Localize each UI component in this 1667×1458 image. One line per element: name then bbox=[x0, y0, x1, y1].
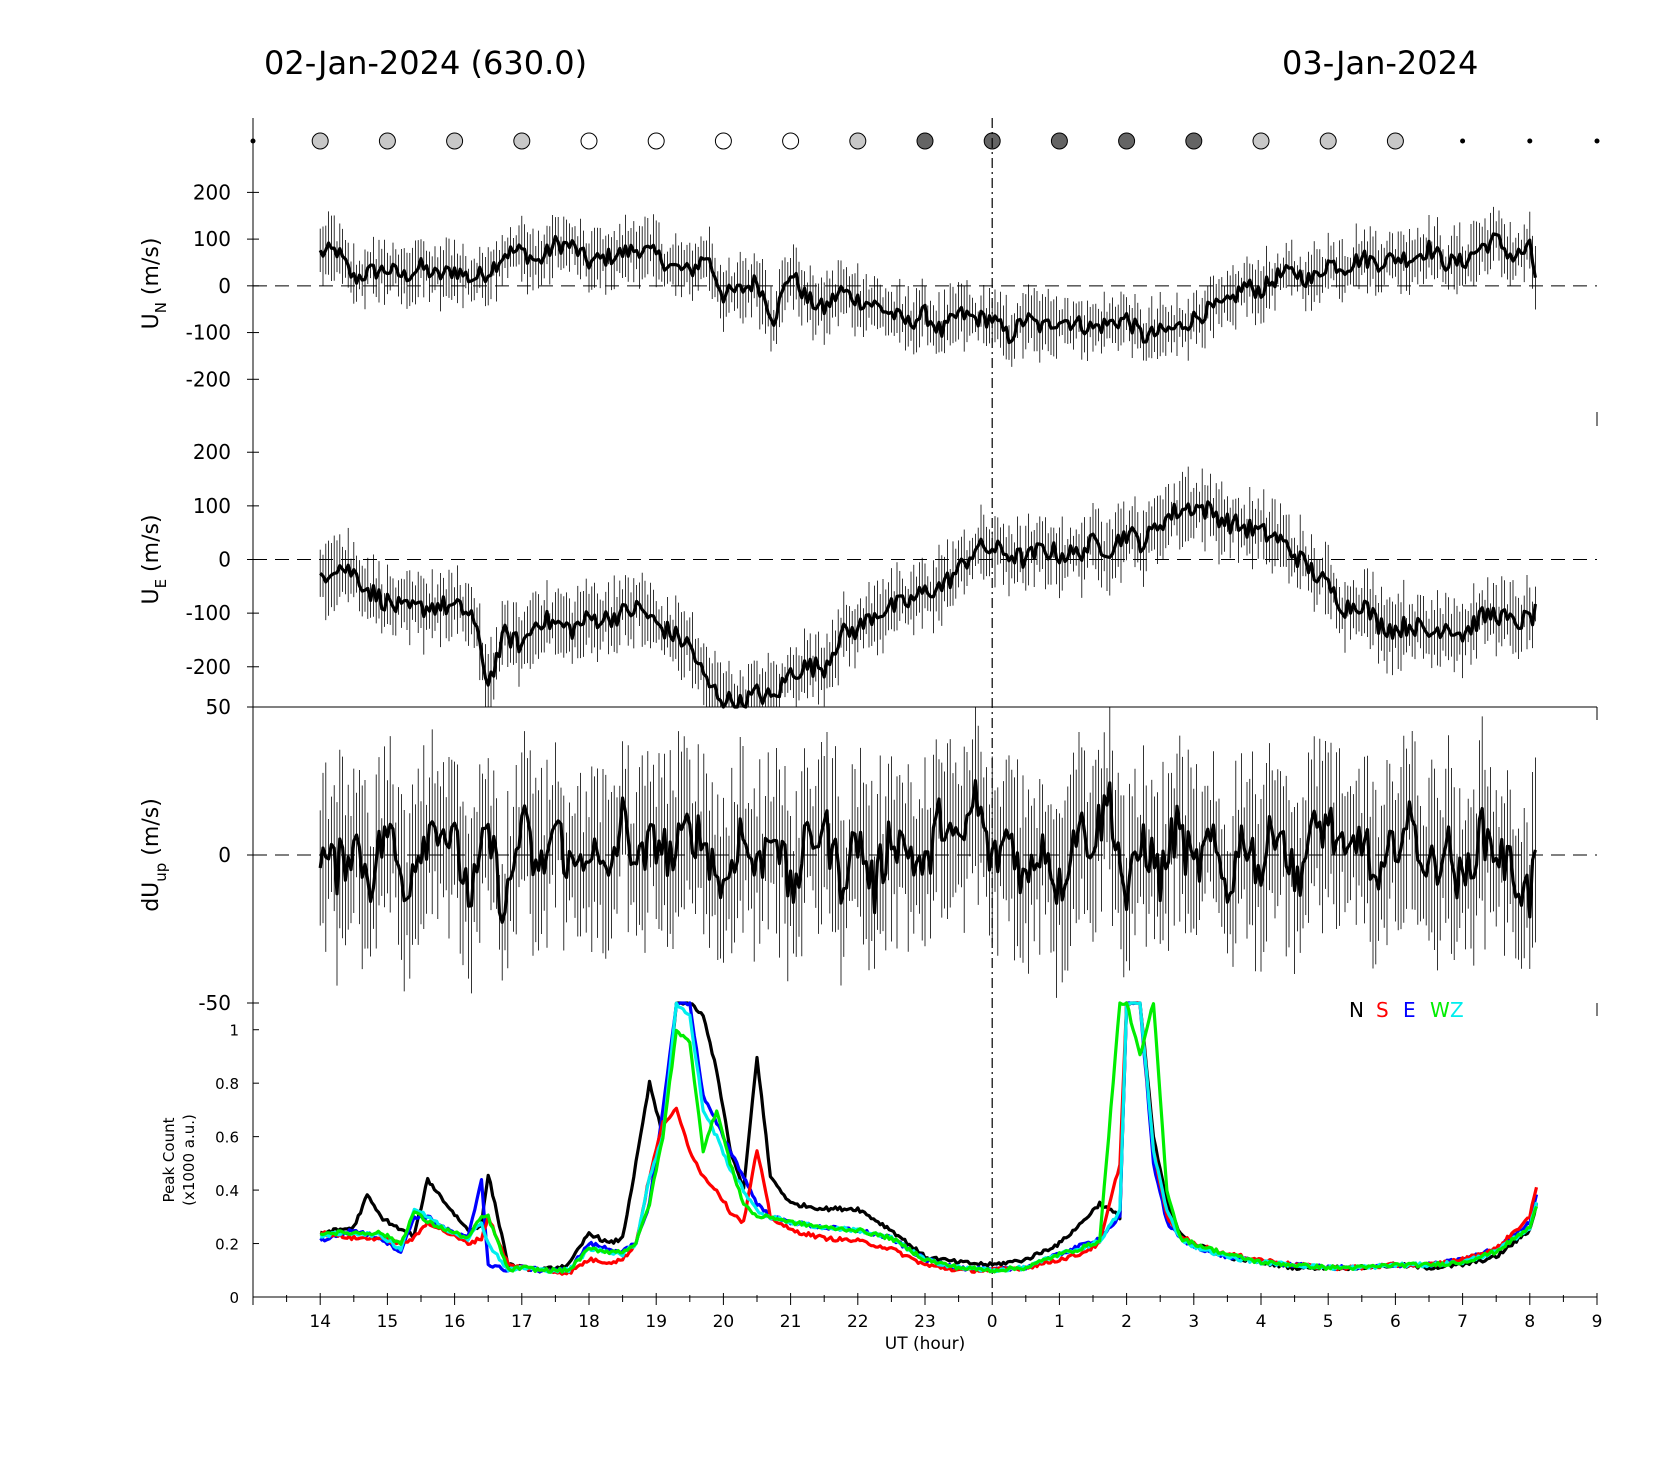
legend-entry-W: W bbox=[1430, 998, 1450, 1022]
y-axis-label: Peak Count bbox=[160, 1117, 178, 1202]
y-tick-label: 0.4 bbox=[215, 1182, 239, 1200]
moon-marker bbox=[647, 132, 665, 150]
y-tick-label: 100 bbox=[193, 494, 231, 518]
y-tick-label: 0 bbox=[218, 274, 231, 298]
y-axis-label: UN (m/s) bbox=[139, 238, 170, 330]
date-title-left: 02-Jan-2024 (630.0) bbox=[264, 44, 588, 82]
x-tick-label: 15 bbox=[377, 1312, 399, 1332]
y-tick-label: 50 bbox=[206, 695, 231, 719]
x-tick-label: 21 bbox=[780, 1312, 802, 1332]
panel-UN: 200 100 0 -100 -200 UN (m/s) bbox=[139, 180, 1597, 391]
x-tick-label: 18 bbox=[578, 1312, 600, 1332]
x-axis-label: UT (hour) bbox=[885, 1334, 965, 1354]
moon-marker bbox=[1386, 132, 1404, 150]
moon-marker bbox=[1118, 132, 1136, 150]
moon-marker bbox=[1252, 132, 1270, 150]
moon-marker-dot bbox=[1527, 138, 1533, 144]
moon-marker bbox=[580, 132, 598, 150]
panel-dUup: 50 0 -50 dUup (m/s) bbox=[139, 695, 1597, 1015]
y-tick-label: 0.2 bbox=[215, 1236, 239, 1254]
y-tick-label: -200 bbox=[186, 367, 231, 391]
x-tick-label: 1 bbox=[1054, 1312, 1065, 1332]
x-tick-label: 16 bbox=[444, 1312, 466, 1332]
moon-marker bbox=[1050, 132, 1068, 150]
x-tick-label: 4 bbox=[1256, 1312, 1267, 1332]
y-tick-label: 0.8 bbox=[215, 1075, 239, 1093]
panel-UE: 200 100 0 -100 -200 UE (m/s) bbox=[139, 440, 1597, 709]
y-tick-label: 200 bbox=[193, 180, 231, 204]
y-axis-label: dUup (m/s) bbox=[139, 798, 170, 912]
series-line-UE bbox=[319, 500, 1537, 709]
moon-marker bbox=[714, 132, 732, 150]
moon-marker bbox=[311, 132, 329, 150]
x-tick-label: 8 bbox=[1524, 1312, 1535, 1332]
x-tick-label: 17 bbox=[511, 1312, 533, 1332]
legend-entry-E: E bbox=[1403, 998, 1416, 1022]
x-tick-label: 5 bbox=[1323, 1312, 1334, 1332]
y-tick-label: 0 bbox=[218, 548, 231, 572]
series-line-W bbox=[319, 1001, 1539, 1274]
moon-marker bbox=[849, 132, 867, 150]
moon-marker bbox=[446, 132, 464, 150]
y-tick-label: -200 bbox=[186, 655, 231, 679]
y-tick-label: 100 bbox=[193, 227, 231, 251]
x-tick-label: 9 bbox=[1592, 1312, 1603, 1332]
x-tick-label: 23 bbox=[914, 1312, 936, 1332]
legend-entry-S: S bbox=[1376, 998, 1389, 1022]
y-tick-label: 0 bbox=[229, 1289, 239, 1307]
y-tick-label: -50 bbox=[198, 991, 231, 1015]
moon-marker-dot bbox=[1460, 138, 1466, 144]
x-tick-label: 7 bbox=[1457, 1312, 1468, 1332]
x-tick-label: 3 bbox=[1188, 1312, 1199, 1332]
moon-marker-dot bbox=[1594, 138, 1600, 144]
y-tick-label: 200 bbox=[193, 440, 231, 464]
x-tick-label: 19 bbox=[645, 1312, 667, 1332]
series-line-N bbox=[319, 1001, 1539, 1274]
y-axis-label: UE (m/s) bbox=[139, 514, 170, 604]
y-tick-label: -100 bbox=[186, 321, 231, 345]
x-tick-label: 22 bbox=[847, 1312, 869, 1332]
y-tick-label: 1 bbox=[229, 1022, 239, 1040]
x-tick-label: 0 bbox=[987, 1312, 998, 1332]
x-tick-label: 14 bbox=[309, 1312, 331, 1332]
legend-entry-N: N bbox=[1349, 998, 1364, 1022]
legend-entry-Z: Z bbox=[1450, 998, 1464, 1022]
x-tick-label: 20 bbox=[713, 1312, 735, 1332]
series-line-UN bbox=[318, 232, 1537, 345]
moon-marker bbox=[1319, 132, 1337, 150]
y-tick-label: -100 bbox=[186, 601, 231, 625]
x-tick-label: 2 bbox=[1121, 1312, 1132, 1332]
moon-marker bbox=[1185, 132, 1203, 150]
date-title-right: 03-Jan-2024 bbox=[1282, 44, 1479, 82]
y-tick-label: 0 bbox=[218, 843, 231, 867]
x-tick-label: 6 bbox=[1390, 1312, 1401, 1332]
moon-marker bbox=[378, 132, 396, 150]
panel-peak-count: 1 0.8 0.6 0.4 0.2 0 Peak Count (x1000 a.u.) N S E W… bbox=[160, 998, 1602, 1354]
y-tick-label: 0.6 bbox=[215, 1129, 239, 1147]
moon-marker bbox=[513, 132, 531, 150]
moon-marker bbox=[916, 132, 934, 150]
moon-marker-dot bbox=[250, 138, 256, 144]
y-axis-label-unit: (x1000 a.u.) bbox=[180, 1114, 198, 1206]
series-line-dUup bbox=[318, 778, 1537, 924]
moon-marker bbox=[782, 132, 800, 150]
